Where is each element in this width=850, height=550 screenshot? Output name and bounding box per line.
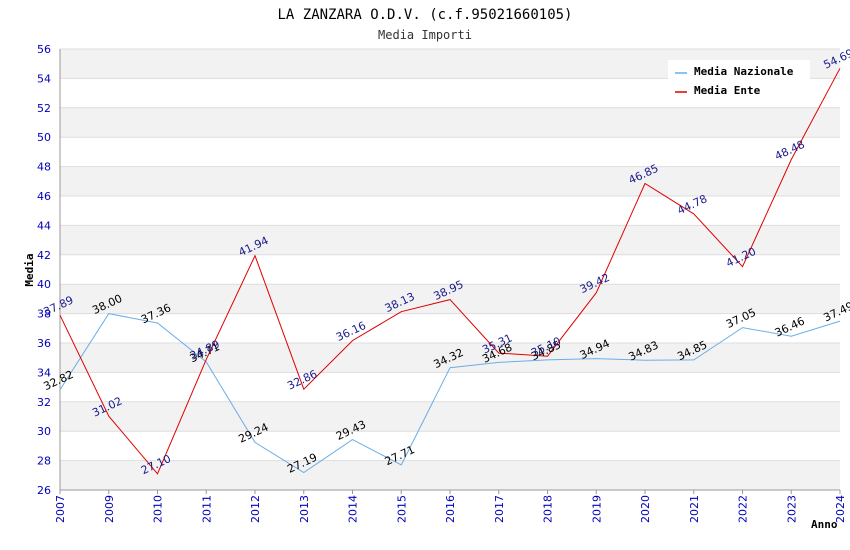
y-tick-label: 48 (37, 161, 51, 174)
chart-title: LA ZANZARA O.D.V. (c.f.95021660105) (277, 7, 572, 23)
x-tick-label: 2010 (152, 495, 165, 523)
y-tick-label: 54 (37, 72, 51, 85)
x-tick-labels: 2007 2009 2010 2011 2012 2013 2014 2015 2016 2017… (54, 490, 847, 523)
y-tick-label: 46 (37, 190, 51, 203)
grid-band (60, 284, 840, 314)
y-tick-label: 28 (37, 455, 51, 468)
y-tick-label: 26 (37, 484, 51, 497)
y-tick-labels: 26 28 30 32 34 36 38 40 42 44 46 48 50 52 54 56 (37, 43, 51, 497)
series-line-nazionale (59, 313, 841, 474)
x-tick-label: 2007 (54, 495, 67, 523)
grid-band (60, 431, 840, 461)
x-tick-label: 2013 (298, 495, 311, 523)
x-tick-label: 2017 (493, 495, 506, 523)
x-tick-label: 2009 (103, 495, 116, 523)
grid-band (60, 225, 840, 255)
x-tick-label: 2018 (542, 495, 555, 523)
grid-band (60, 401, 840, 432)
grid-band (60, 166, 840, 196)
y-tick-label: 50 (37, 131, 51, 144)
y-tick-label: 40 (37, 278, 51, 291)
x-tick-label: 2020 (639, 495, 652, 523)
y-tick-label: 38 (37, 308, 51, 321)
y-tick-label: 32 (37, 396, 51, 409)
grid-band (60, 196, 840, 226)
x-axis-title: Anno (811, 518, 838, 531)
chart-subtitle: Media Importi (378, 28, 472, 42)
series-lines (59, 68, 841, 475)
grid-band (60, 107, 840, 138)
y-tick-label: 36 (37, 337, 51, 350)
x-tick-label: 2021 (688, 495, 701, 523)
x-tick-label: 2016 (444, 495, 457, 523)
y-tick-label: 44 (37, 219, 51, 232)
grid-band (60, 313, 840, 343)
y-tick-label: 56 (37, 43, 51, 56)
grid-band (60, 460, 840, 490)
x-tick-label: 2015 (395, 495, 408, 523)
series-line-ente (59, 68, 841, 475)
x-tick-label: 2022 (737, 495, 750, 523)
x-tick-label: 2024 (834, 495, 847, 523)
y-tick-label: 30 (37, 425, 51, 438)
x-tick-label: 2019 (590, 495, 603, 523)
y-tick-label: 34 (37, 366, 51, 379)
grid-bands (60, 49, 840, 490)
y-axis-title: Media (23, 253, 36, 286)
y-tick-label: 42 (37, 249, 51, 262)
grid-band (60, 372, 840, 402)
legend-label-nazionale: Media Nazionale (694, 65, 794, 78)
grid-band (60, 137, 840, 167)
x-tick-label: 2012 (249, 495, 262, 523)
x-tick-label: 2014 (347, 495, 360, 523)
x-tick-label: 2011 (200, 495, 213, 523)
grid-band (60, 254, 840, 285)
x-tick-label: 2023 (785, 495, 798, 523)
legend-label-ente: Media Ente (694, 84, 761, 97)
y-tick-label: 52 (37, 102, 51, 115)
legend-box (668, 60, 810, 102)
legend: Media Nazionale Media Ente (668, 60, 810, 102)
